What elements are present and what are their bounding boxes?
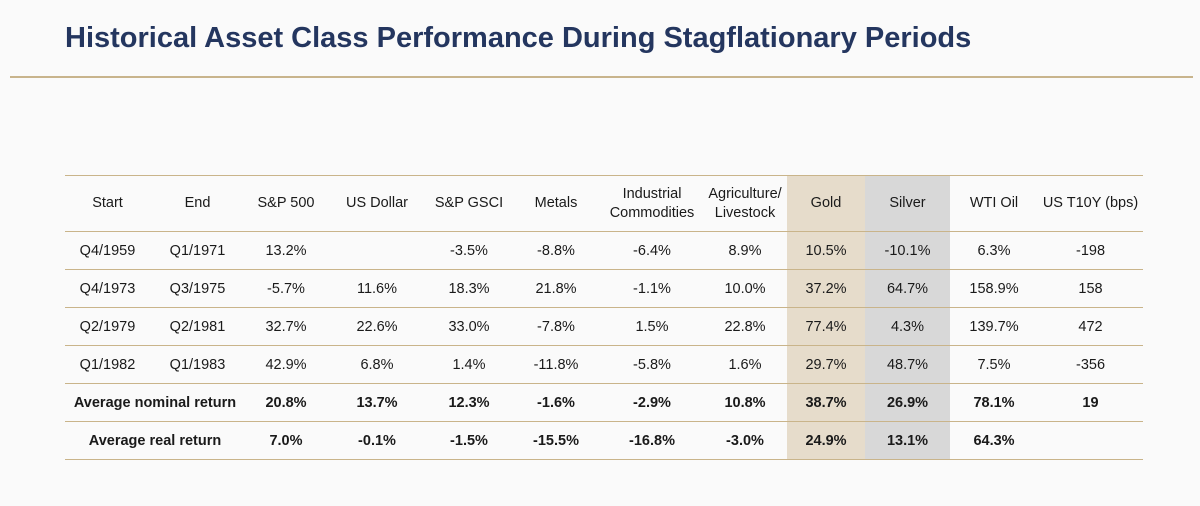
header-start: Start: [65, 175, 150, 232]
cell-sp500: 7.0%: [245, 421, 327, 460]
cell-gold: 37.2%: [787, 269, 865, 308]
cell-sp-gsci: -1.5%: [427, 421, 511, 460]
cell-silver: 64.7%: [865, 269, 950, 308]
header-silver: Silver: [865, 175, 950, 232]
cell-wti-oil: 6.3%: [950, 231, 1038, 270]
cell-us-dollar: 6.8%: [327, 345, 427, 384]
cell-us-t10y: 19: [1038, 383, 1143, 422]
cell-silver: 4.3%: [865, 307, 950, 346]
cell-industrial-commodities: -6.4%: [601, 231, 703, 270]
cell-start: Q2/1979: [65, 307, 150, 346]
summary-row: Average real return 7.0% -0.1% -1.5% -15.5% -…: [65, 421, 1143, 460]
summary-row-label: Average nominal return: [65, 383, 245, 422]
cell-metals: -7.8%: [511, 307, 601, 346]
header-sp-gsci: S&P GSCI: [427, 175, 511, 232]
cell-metals: -8.8%: [511, 231, 601, 270]
cell-sp-gsci: 12.3%: [427, 383, 511, 422]
header-metals: Metals: [511, 175, 601, 232]
cell-wti-oil: 139.7%: [950, 307, 1038, 346]
cell-sp500: 32.7%: [245, 307, 327, 346]
cell-us-dollar: 11.6%: [327, 269, 427, 308]
cell-agriculture-livestock: -3.0%: [703, 421, 787, 460]
cell-us-dollar: 13.7%: [327, 383, 427, 422]
cell-metals: -11.8%: [511, 345, 601, 384]
title-divider: [10, 76, 1193, 78]
cell-agriculture-livestock: 10.0%: [703, 269, 787, 308]
table-row: Q2/1979 Q2/1981 32.7% 22.6% 33.0% -7.8% 1.5% 22…: [65, 307, 1143, 346]
header-sp500: S&P 500: [245, 175, 327, 232]
cell-gold: 10.5%: [787, 231, 865, 270]
performance-table: Start End S&P 500 US Dollar S&P GSCI Met…: [65, 175, 1143, 460]
cell-sp500: 20.8%: [245, 383, 327, 422]
cell-us-t10y: [1038, 421, 1143, 460]
header-us-t10y: US T10Y (bps): [1038, 175, 1143, 232]
cell-agriculture-livestock: 8.9%: [703, 231, 787, 270]
header-us-dollar: US Dollar: [327, 175, 427, 232]
cell-wti-oil: 158.9%: [950, 269, 1038, 308]
cell-us-dollar: [327, 231, 427, 270]
header-end: End: [150, 175, 245, 232]
cell-gold: 38.7%: [787, 383, 865, 422]
cell-wti-oil: 78.1%: [950, 383, 1038, 422]
cell-silver: -10.1%: [865, 231, 950, 270]
summary-row: Average nominal return 20.8% 13.7% 12.3% -1.…: [65, 383, 1143, 422]
cell-agriculture-livestock: 22.8%: [703, 307, 787, 346]
header-wti-oil: WTI Oil: [950, 175, 1038, 232]
header-agriculture-livestock: Agriculture/ Livestock: [703, 175, 787, 232]
cell-sp500: -5.7%: [245, 269, 327, 308]
cell-us-t10y: -198: [1038, 231, 1143, 270]
cell-sp500: 13.2%: [245, 231, 327, 270]
cell-us-t10y: 472: [1038, 307, 1143, 346]
cell-metals: -15.5%: [511, 421, 601, 460]
cell-industrial-commodities: -16.8%: [601, 421, 703, 460]
cell-wti-oil: 64.3%: [950, 421, 1038, 460]
cell-metals: 21.8%: [511, 269, 601, 308]
cell-sp-gsci: 33.0%: [427, 307, 511, 346]
cell-metals: -1.6%: [511, 383, 601, 422]
header-gold: Gold: [787, 175, 865, 232]
cell-gold: 29.7%: [787, 345, 865, 384]
cell-us-dollar: 22.6%: [327, 307, 427, 346]
cell-silver: 13.1%: [865, 421, 950, 460]
cell-silver: 48.7%: [865, 345, 950, 384]
table-header-row: Start End S&P 500 US Dollar S&P GSCI Met…: [65, 175, 1143, 232]
table-row: Q4/1959 Q1/1971 13.2% -3.5% -8.8% -6.4% 8.9% 10…: [65, 231, 1143, 270]
cell-sp-gsci: -3.5%: [427, 231, 511, 270]
cell-start: Q4/1959: [65, 231, 150, 270]
cell-gold: 77.4%: [787, 307, 865, 346]
cell-industrial-commodities: 1.5%: [601, 307, 703, 346]
cell-end: Q1/1971: [150, 231, 245, 270]
cell-industrial-commodities: -5.8%: [601, 345, 703, 384]
cell-sp-gsci: 18.3%: [427, 269, 511, 308]
cell-sp500: 42.9%: [245, 345, 327, 384]
cell-end: Q2/1981: [150, 307, 245, 346]
cell-wti-oil: 7.5%: [950, 345, 1038, 384]
cell-gold: 24.9%: [787, 421, 865, 460]
table-row: Q1/1982 Q1/1983 42.9% 6.8% 1.4% -11.8% -5.8% 1.…: [65, 345, 1143, 384]
cell-end: Q3/1975: [150, 269, 245, 308]
cell-start: Q1/1982: [65, 345, 150, 384]
cell-us-t10y: 158: [1038, 269, 1143, 308]
cell-industrial-commodities: -2.9%: [601, 383, 703, 422]
summary-row-label: Average real return: [65, 421, 245, 460]
header-industrial-commodities: Industrial Commodities: [601, 175, 703, 232]
cell-us-t10y: -356: [1038, 345, 1143, 384]
cell-industrial-commodities: -1.1%: [601, 269, 703, 308]
cell-agriculture-livestock: 1.6%: [703, 345, 787, 384]
cell-agriculture-livestock: 10.8%: [703, 383, 787, 422]
cell-us-dollar: -0.1%: [327, 421, 427, 460]
cell-silver: 26.9%: [865, 383, 950, 422]
cell-sp-gsci: 1.4%: [427, 345, 511, 384]
cell-start: Q4/1973: [65, 269, 150, 308]
page-title: Historical Asset Class Performance Durin…: [65, 22, 972, 54]
cell-end: Q1/1983: [150, 345, 245, 384]
table-row: Q4/1973 Q3/1975 -5.7% 11.6% 18.3% 21.8% -1.1% 1…: [65, 269, 1143, 308]
